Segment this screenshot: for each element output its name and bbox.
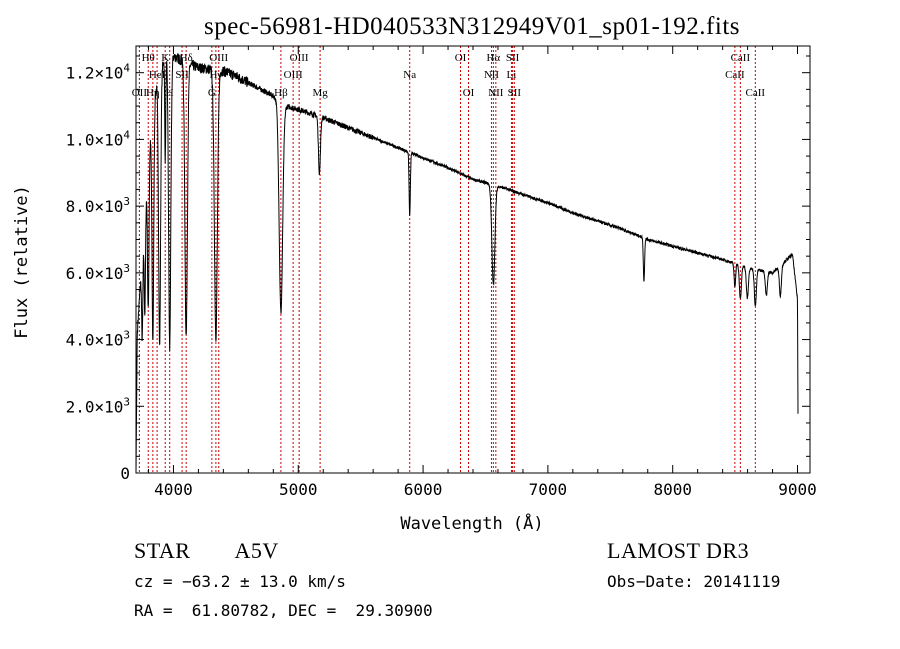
x-tick-label: 8000 [653, 480, 692, 499]
y-tick-label: 4.0×103 [66, 329, 130, 350]
line-marker-label: H [166, 87, 174, 99]
line-marker-labels: OIIHθHηHeIKHSIIHδGHγOIIIHβOIIIOIIIMgNaOI… [132, 52, 766, 99]
x-tick-label: 4000 [154, 480, 193, 499]
line-marker-label: Hη [146, 87, 160, 99]
x-tick-label: 6000 [404, 480, 443, 499]
line-marker-label: Hγ [209, 69, 222, 81]
y-tick-label: 8.0×103 [66, 195, 130, 216]
line-marker-label: HeI [149, 69, 166, 81]
line-marker-label: NII [484, 69, 500, 81]
x-axis-label: Wavelength (Å) [400, 512, 543, 534]
line-marker-label: Hα [486, 52, 500, 64]
line-marker-label: Mg [312, 87, 328, 99]
line-marker-label: Hβ [274, 87, 288, 99]
x-axis-ticks: 4000 5000 6000 7000 8000 9000 [147, 46, 817, 499]
redshift-velocity: cz = −63.2 ± 13.0 km/s [134, 572, 346, 591]
chart-title: spec-56981-HD040533N312949V01_sp01-192.f… [204, 13, 740, 40]
line-marker-label: OIII [290, 52, 309, 64]
line-marker-label: G [208, 87, 216, 99]
spectrum-line [135, 53, 799, 474]
line-marker-label: Hθ [142, 52, 155, 64]
line-marker-label: OII [132, 87, 148, 99]
footer-survey-info: LAMOST DR3 Obs−Date: 20141119 [607, 538, 780, 591]
y-tick-label: 2.0×103 [66, 395, 130, 416]
line-marker-label: NII [488, 87, 504, 99]
y-tick-label: 1.2×104 [66, 62, 131, 83]
object-classification: STAR A5V [134, 538, 433, 564]
object-class: STAR [134, 538, 191, 563]
line-marker-label: OI [463, 87, 475, 99]
line-marker-label: OIII [284, 69, 303, 81]
line-marker-label: OI [455, 52, 467, 64]
plot-frame [135, 45, 811, 474]
y-tick-label: 6.0×103 [66, 262, 130, 283]
x-tick-label: 7000 [529, 480, 568, 499]
line-marker-label: Li [507, 69, 517, 81]
coordinates: RA = 61.80782, DEC = 29.30900 [134, 601, 433, 620]
x-tick-label: 9000 [778, 480, 817, 499]
line-marker-label: CaII [731, 52, 751, 64]
y-axis-label: Flux (relative) [12, 185, 32, 339]
line-markers [138, 46, 756, 473]
x-tick-label: 5000 [279, 480, 318, 499]
observation-date: Obs−Date: 20141119 [607, 572, 781, 591]
line-marker-label: SII [508, 87, 522, 99]
line-marker-label: SII [175, 69, 189, 81]
object-subclass: A5V [234, 538, 279, 563]
line-marker-label: CaII [725, 69, 745, 81]
y-tick-label: 0 [120, 464, 130, 483]
line-marker-label: CaII [746, 87, 766, 99]
y-tick-label: 1.0×104 [66, 128, 131, 149]
line-marker-label: Na [403, 69, 416, 81]
footer-object-info: STAR A5V cz = −63.2 ± 13.0 km/s RA = 61.… [134, 538, 433, 620]
line-marker-label: K [161, 52, 169, 64]
line-marker-label: OIII [209, 52, 228, 64]
y-axis-ticks: 0 2.0×103 4.0×103 6.0×103 8.0×103 1.0×104 1.2×… [66, 55, 810, 483]
line-marker-label: Hδ [180, 52, 193, 64]
line-marker-label: SII [506, 52, 520, 64]
survey-name: LAMOST DR3 [607, 538, 750, 563]
